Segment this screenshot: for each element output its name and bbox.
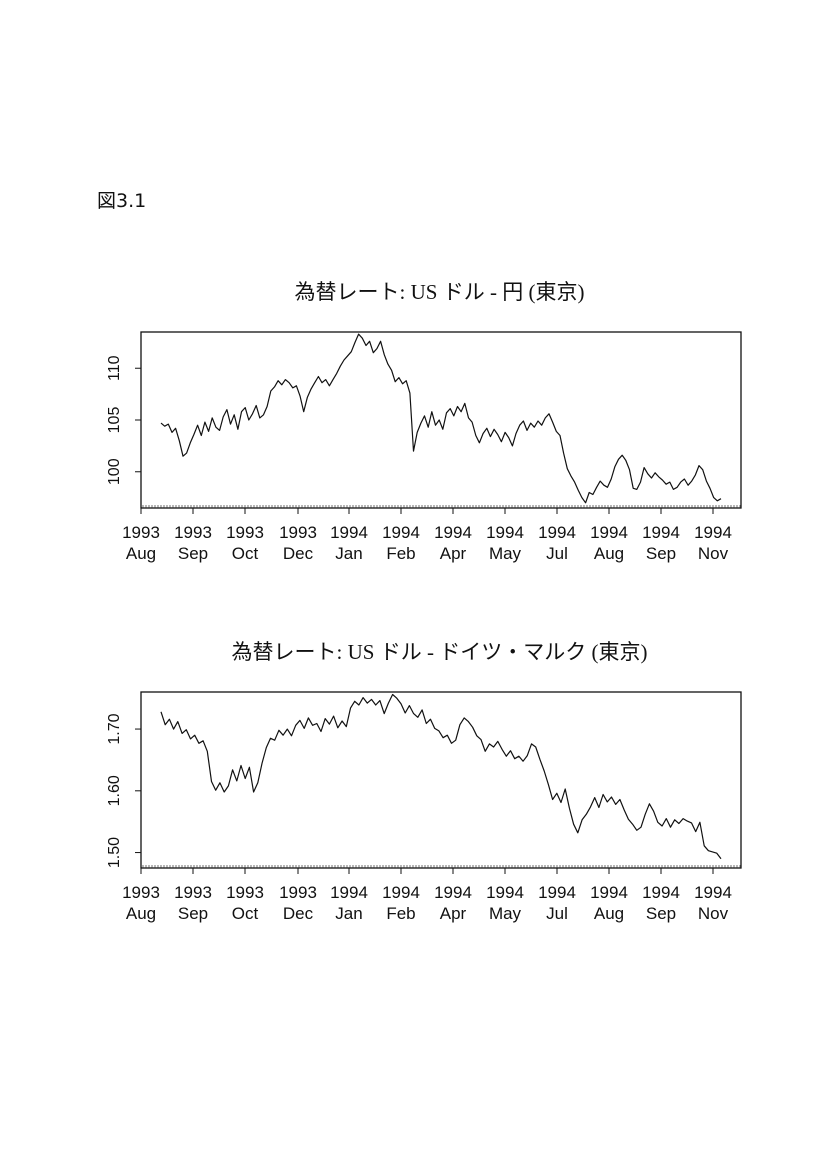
x-tick-month-label: Feb bbox=[386, 904, 415, 923]
x-tick-month-label: Aug bbox=[126, 904, 156, 923]
y-tick-label: 1.70 bbox=[106, 713, 123, 744]
y-tick-label: 1.60 bbox=[106, 775, 123, 806]
x-tick-year-label: 1993 bbox=[122, 523, 160, 542]
x-tick-year-label: 1993 bbox=[174, 883, 212, 902]
x-tick-5: 1994 Feb bbox=[382, 868, 420, 923]
x-tick-2: 1993 Oct bbox=[226, 508, 264, 563]
x-tick-month-label: Sep bbox=[646, 904, 676, 923]
figure-label: 図3.1 bbox=[97, 190, 147, 212]
y-tick-2: 110 bbox=[106, 355, 141, 381]
y-tick-label: 105 bbox=[106, 407, 123, 434]
x-tick-year-label: 1994 bbox=[642, 523, 680, 542]
y-tick-2: 1.70 bbox=[106, 713, 141, 745]
x-tick-0: 1993 Aug bbox=[122, 508, 160, 563]
x-minor-ticks bbox=[142, 865, 741, 868]
x-tick-8: 1994 Jul bbox=[538, 868, 576, 923]
x-tick-6: 1994 Apr bbox=[434, 508, 472, 563]
x-tick-month-label: Dec bbox=[283, 544, 314, 563]
x-tick-10: 1994 Sep bbox=[642, 508, 680, 563]
chart-title-usd-jpy: 為替レート: US ドル - 円 (東京) bbox=[294, 280, 585, 304]
x-tick-month-label: Oct bbox=[232, 904, 259, 923]
chart-usd-dem: 1993 Aug 1993 Sep 1993 Oct 1993 Dec 1994 Jan 1994 F… bbox=[106, 691, 742, 923]
x-tick-9: 1994 Aug bbox=[590, 868, 628, 923]
x-tick-month-label: Sep bbox=[178, 904, 208, 923]
x-tick-year-label: 1993 bbox=[226, 523, 264, 542]
series-line-usd-jpy bbox=[160, 333, 722, 504]
plot-frame bbox=[140, 691, 742, 869]
x-tick-month-label: May bbox=[489, 544, 522, 563]
x-tick-year-label: 1994 bbox=[486, 523, 524, 542]
x-tick-year-label: 1994 bbox=[642, 883, 680, 902]
x-tick-9: 1994 Aug bbox=[590, 508, 628, 563]
x-tick-year-label: 1994 bbox=[382, 523, 420, 542]
x-tick-month-label: Sep bbox=[646, 544, 676, 563]
x-tick-month-label: Jan bbox=[335, 544, 362, 563]
x-tick-year-label: 1993 bbox=[279, 523, 317, 542]
x-tick-year-label: 1994 bbox=[538, 883, 576, 902]
x-tick-year-label: 1994 bbox=[694, 523, 732, 542]
x-tick-month-label: Dec bbox=[283, 904, 314, 923]
x-tick-2: 1993 Oct bbox=[226, 868, 264, 923]
x-tick-year-label: 1994 bbox=[434, 883, 472, 902]
x-tick-month-label: May bbox=[489, 904, 522, 923]
series-line-usd-dem bbox=[160, 693, 722, 860]
chart-usd-jpy: 1993 Aug 1993 Sep 1993 Oct 1993 Dec 1994 Jan 1994 F… bbox=[106, 331, 742, 563]
x-tick-3: 1993 Dec bbox=[279, 508, 317, 563]
x-tick-month-label: Aug bbox=[594, 544, 624, 563]
plot-frame bbox=[140, 331, 742, 509]
x-tick-year-label: 1994 bbox=[590, 883, 628, 902]
x-tick-11: 1994 Nov bbox=[694, 868, 732, 923]
y-tick-label: 110 bbox=[106, 355, 123, 381]
x-tick-year-label: 1994 bbox=[330, 883, 368, 902]
x-tick-month-label: Nov bbox=[698, 544, 729, 563]
x-tick-month-label: Jul bbox=[546, 904, 568, 923]
x-tick-10: 1994 Sep bbox=[642, 868, 680, 923]
x-tick-3: 1993 Dec bbox=[279, 868, 317, 923]
x-tick-7: 1994 May bbox=[486, 868, 524, 923]
x-tick-4: 1994 Jan bbox=[330, 508, 368, 563]
y-tick-0: 100 bbox=[106, 458, 141, 485]
x-tick-1: 1993 Sep bbox=[174, 868, 212, 923]
x-tick-year-label: 1994 bbox=[538, 523, 576, 542]
x-tick-7: 1994 May bbox=[486, 508, 524, 563]
x-tick-year-label: 1994 bbox=[694, 883, 732, 902]
x-tick-year-label: 1994 bbox=[590, 523, 628, 542]
x-tick-4: 1994 Jan bbox=[330, 868, 368, 923]
x-tick-month-label: Jan bbox=[335, 904, 362, 923]
x-tick-year-label: 1993 bbox=[226, 883, 264, 902]
x-tick-month-label: Nov bbox=[698, 904, 729, 923]
x-tick-year-label: 1994 bbox=[486, 883, 524, 902]
x-tick-month-label: Aug bbox=[594, 904, 624, 923]
x-tick-5: 1994 Feb bbox=[382, 508, 420, 563]
x-tick-month-label: Aug bbox=[126, 544, 156, 563]
x-tick-month-label: Apr bbox=[440, 544, 467, 563]
x-tick-month-label: Feb bbox=[386, 544, 415, 563]
x-tick-year-label: 1994 bbox=[330, 523, 368, 542]
x-minor-ticks bbox=[142, 505, 741, 508]
x-tick-8: 1994 Jul bbox=[538, 508, 576, 563]
x-tick-year-label: 1993 bbox=[279, 883, 317, 902]
x-tick-11: 1994 Nov bbox=[694, 508, 732, 563]
x-tick-year-label: 1993 bbox=[122, 883, 160, 902]
x-tick-month-label: Jul bbox=[546, 544, 568, 563]
y-tick-1: 1.60 bbox=[106, 775, 141, 806]
x-tick-month-label: Sep bbox=[178, 544, 208, 563]
y-tick-label: 1.50 bbox=[106, 837, 123, 868]
y-tick-0: 1.50 bbox=[106, 837, 141, 868]
y-tick-label: 100 bbox=[106, 458, 123, 485]
x-tick-month-label: Apr bbox=[440, 904, 467, 923]
x-tick-1: 1993 Sep bbox=[174, 508, 212, 563]
x-tick-0: 1993 Aug bbox=[122, 868, 160, 923]
y-tick-1: 105 bbox=[106, 407, 141, 434]
x-tick-month-label: Oct bbox=[232, 544, 259, 563]
x-tick-year-label: 1994 bbox=[434, 523, 472, 542]
x-tick-year-label: 1993 bbox=[174, 523, 212, 542]
x-tick-6: 1994 Apr bbox=[434, 868, 472, 923]
chart-title-usd-dem: 為替レート: US ドル - ドイツ・マルク (東京) bbox=[231, 640, 648, 664]
x-tick-year-label: 1994 bbox=[382, 883, 420, 902]
